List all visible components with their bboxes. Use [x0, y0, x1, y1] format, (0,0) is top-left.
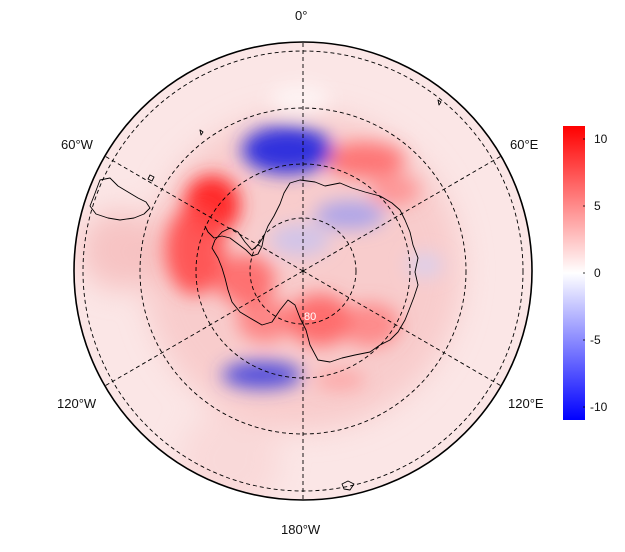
latitude-circle	[195, 163, 411, 379]
colorbar-tick-label: 0	[594, 266, 601, 280]
colorbar-ticks	[583, 138, 585, 408]
map-boundary	[73, 41, 533, 501]
longitude-label-180w: 180°W	[281, 522, 321, 537]
meridian	[302, 270, 504, 388]
latitude-circle	[249, 217, 357, 325]
graticule	[82, 42, 524, 500]
south-america-tip	[89, 177, 151, 221]
colorbar	[563, 126, 585, 420]
meridian	[102, 154, 304, 272]
longitude-label-120e: 120°E	[508, 396, 544, 411]
island	[437, 99, 442, 106]
colorbar-tick-label: 5	[594, 199, 601, 213]
island	[199, 129, 204, 136]
antarctica-coastline	[211, 179, 419, 363]
meridian	[102, 270, 304, 388]
coastline	[89, 99, 442, 491]
island	[341, 480, 355, 491]
island	[147, 174, 155, 182]
colorbar-tick-label: 10	[594, 132, 608, 146]
longitude-label-120w: 120°W	[57, 396, 97, 411]
meridian	[302, 154, 504, 272]
longitude-label-60w: 60°W	[61, 137, 93, 152]
colorbar-tick-label: -10	[590, 400, 608, 414]
longitude-label-60e: 60°E	[510, 137, 539, 152]
longitude-label-0: 0°	[295, 8, 308, 23]
antarctic-peninsula	[204, 225, 265, 257]
latitude-label: 80	[304, 311, 316, 323]
colorbar-gradient	[563, 126, 585, 420]
colorbar-tick-label: -5	[590, 333, 601, 347]
